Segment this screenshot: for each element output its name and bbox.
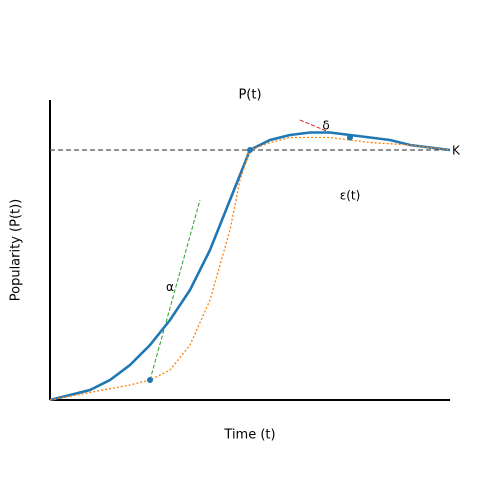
- annotation: ε(t): [340, 189, 361, 203]
- series-line: [49, 131, 451, 402]
- annotation: α: [166, 280, 174, 294]
- point: [247, 147, 253, 153]
- capacity-label: K: [452, 144, 461, 158]
- series-line: [49, 136, 451, 401]
- chart-title: P(t): [238, 88, 261, 103]
- x-axis-label: Time (t): [223, 428, 275, 443]
- annotation: δ: [322, 119, 329, 133]
- point: [347, 134, 353, 141]
- tangent-line: [299, 119, 331, 133]
- tangent-line: [149, 199, 201, 381]
- y-axis-label: Popularity (P(t)): [9, 199, 24, 302]
- point: [147, 377, 153, 383]
